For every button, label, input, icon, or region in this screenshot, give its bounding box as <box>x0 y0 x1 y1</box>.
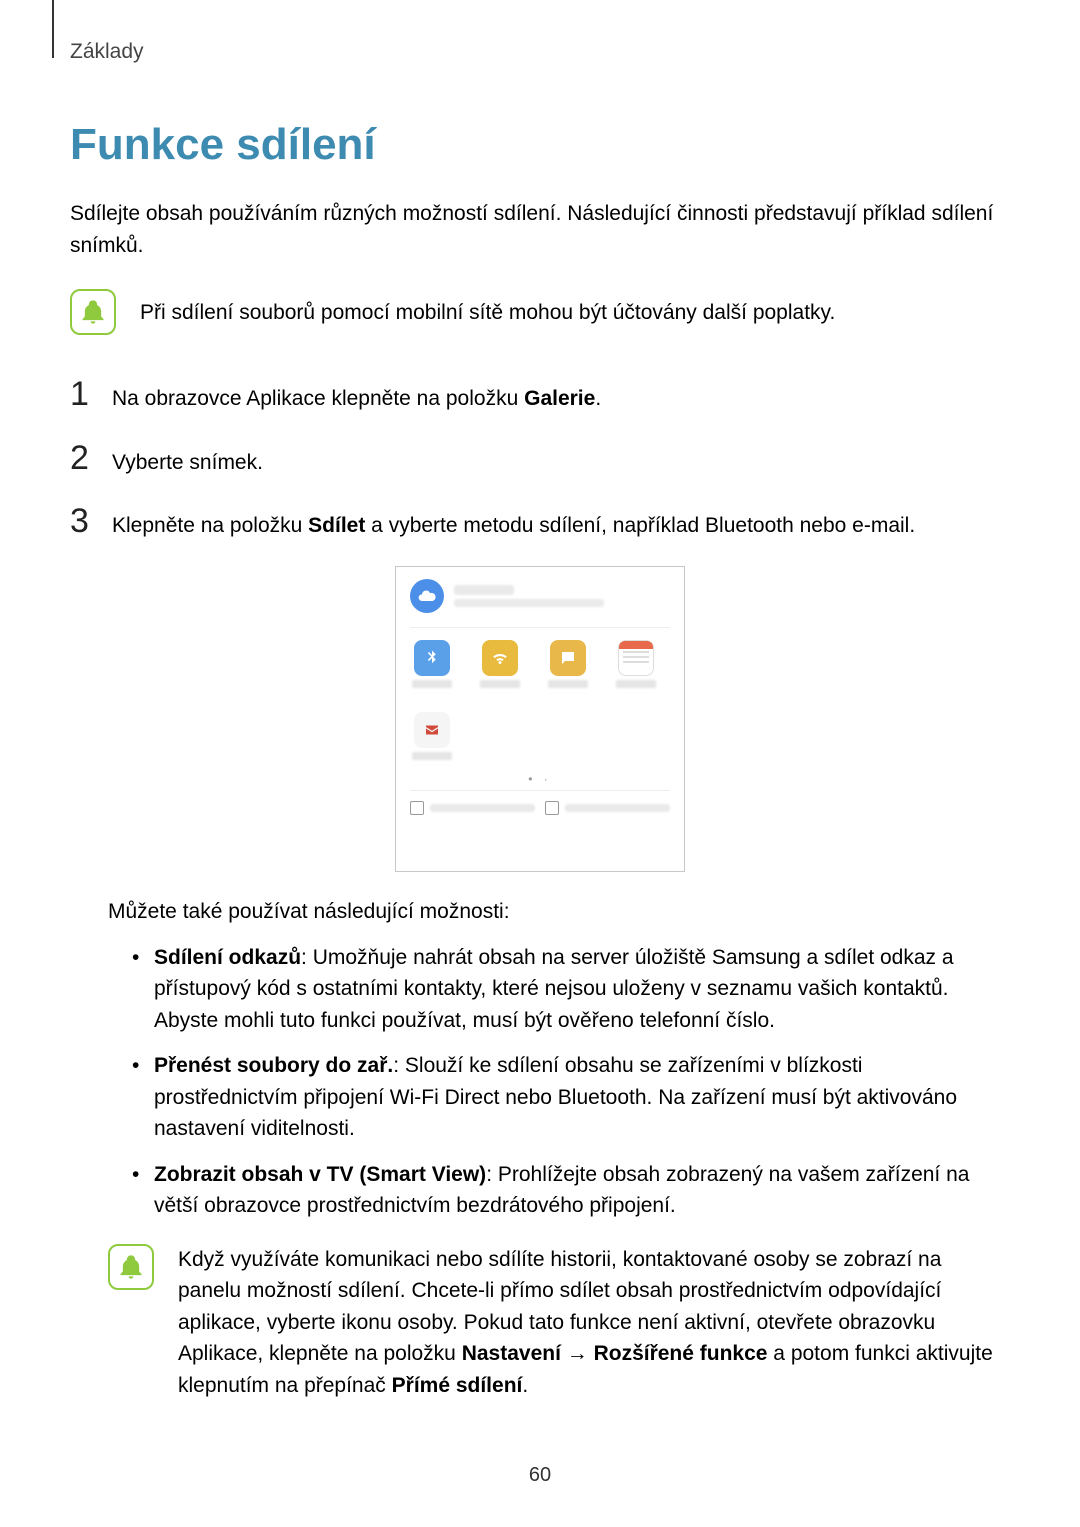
note-callout: Při sdílení souborů pomocí mobilní sítě … <box>70 289 1010 335</box>
pagination-dots: • · <box>410 772 670 786</box>
note2-b2: Rozšířené funkce <box>594 1342 768 1365</box>
calendar-icon <box>614 640 658 688</box>
step-3-post: a vyberte metodu sdílení, například Blue… <box>365 514 915 537</box>
page-number: 60 <box>529 1464 551 1487</box>
step-1-pre: Na obrazovce Aplikace klepněte na položk… <box>112 387 524 410</box>
step-3-bold: Sdílet <box>308 514 365 537</box>
screenshot-header-text <box>454 585 670 607</box>
note2-b1: Nastavení <box>462 1342 561 1365</box>
email-icon <box>410 712 454 760</box>
screenshot-row-2 <box>410 712 670 760</box>
steps-list: 1 Na obrazovce Aplikace klepněte na polo… <box>70 375 1010 542</box>
step-number: 3 <box>70 502 94 541</box>
bell-icon <box>70 289 116 335</box>
step-text: Na obrazovce Aplikace klepněte na položk… <box>112 383 601 415</box>
transfer-option <box>410 801 535 815</box>
screenshot-row-1 <box>410 640 670 688</box>
message-icon <box>546 640 590 688</box>
step-1: 1 Na obrazovce Aplikace klepněte na polo… <box>70 375 1010 415</box>
breadcrumb: Základy <box>70 40 1010 64</box>
note-text: Při sdílení souborů pomocí mobilní sítě … <box>140 289 835 329</box>
side-rule <box>52 0 54 58</box>
list-item: Přenést soubory do zař.: Slouží ke sdíle… <box>132 1050 1010 1145</box>
cloud-icon <box>410 579 444 613</box>
note2-post: . <box>522 1374 528 1397</box>
note-callout-2: Když využíváte komunikaci nebo sdílíte h… <box>108 1244 1010 1402</box>
bullet-1-bold: Sdílení odkazů <box>154 946 301 969</box>
share-sheet-screenshot: • · <box>395 566 685 872</box>
note2-b3: Přímé sdílení <box>392 1374 523 1397</box>
step-2: 2 Vyberte snímek. <box>70 439 1010 479</box>
options-list: Sdílení odkazů: Umožňuje nahrát obsah na… <box>132 942 1010 1222</box>
screenshot-header <box>410 579 670 628</box>
bell-icon <box>108 1244 154 1290</box>
bluetooth-icon <box>410 640 454 688</box>
list-item: Zobrazit obsah v TV (Smart View): Prohlí… <box>132 1159 1010 1222</box>
list-item: Sdílení odkazů: Umožňuje nahrát obsah na… <box>132 942 1010 1037</box>
note-text-2: Když využíváte komunikaci nebo sdílíte h… <box>178 1244 1010 1402</box>
options-intro: Můžete také používat následující možnost… <box>108 900 1010 924</box>
step-1-bold: Galerie <box>524 387 595 410</box>
page-title: Funkce sdílení <box>70 120 1010 170</box>
note2-arrow: → <box>561 1342 594 1365</box>
step-number: 1 <box>70 375 94 414</box>
bullet-2-bold: Přenést soubory do zař. <box>154 1054 393 1077</box>
step-3: 3 Klepněte na položku Sdílet a vyberte m… <box>70 502 1010 542</box>
step-3-pre: Klepněte na položku <box>112 514 308 537</box>
step-1-post: . <box>595 387 601 410</box>
step-number: 2 <box>70 439 94 478</box>
step-text: Klepněte na položku Sdílet a vyberte met… <box>112 510 915 542</box>
step-text: Vyberte snímek. <box>112 447 263 479</box>
wifi-icon <box>478 640 522 688</box>
smartview-option <box>545 801 670 815</box>
screenshot-bottom-bar <box>410 790 670 827</box>
intro-paragraph: Sdílejte obsah používáním různých možnos… <box>70 198 1010 261</box>
bullet-3-bold: Zobrazit obsah v TV (Smart View) <box>154 1163 486 1186</box>
